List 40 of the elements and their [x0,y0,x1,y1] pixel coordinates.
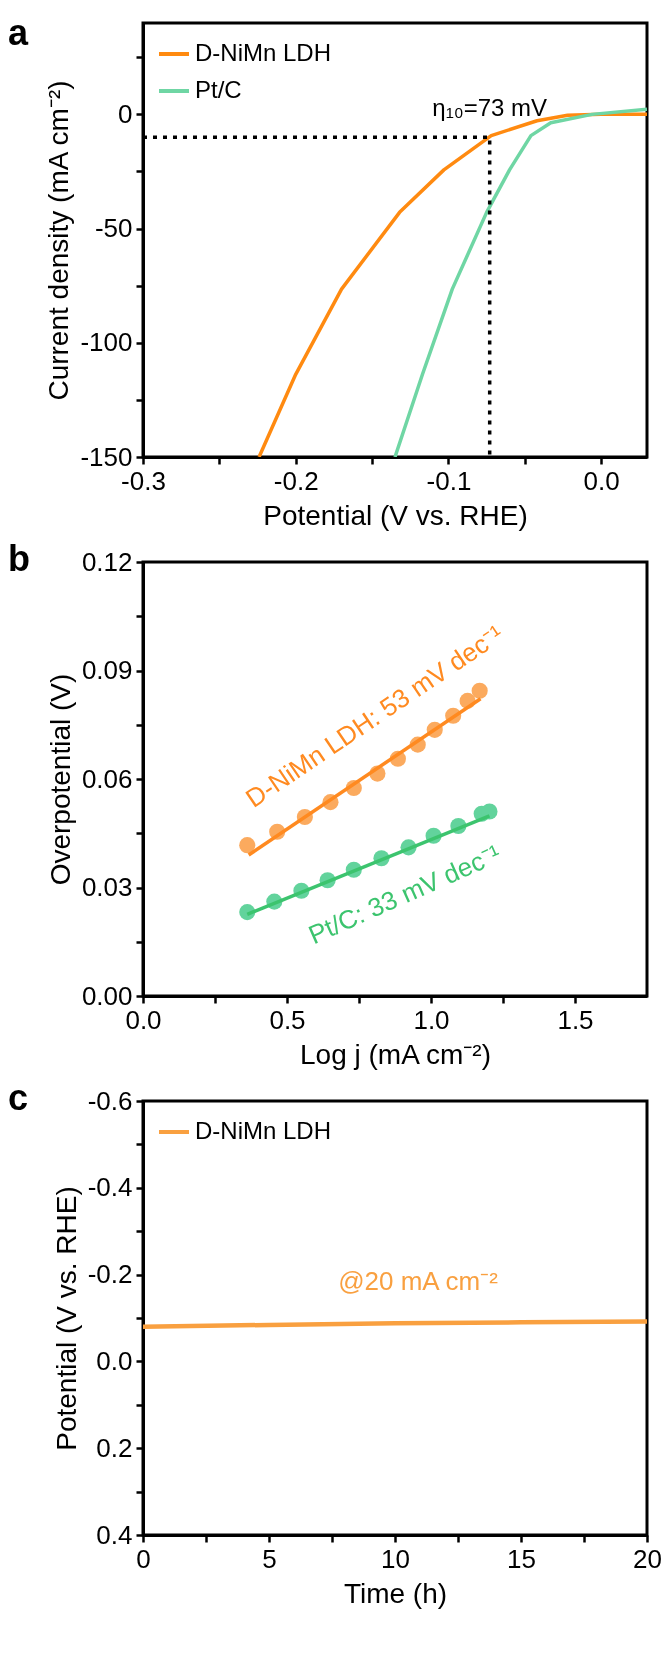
y-tick-label: 0.2 [96,1432,133,1463]
y-tick-label: -0.2 [87,1259,133,1290]
y-tick-label: -100 [80,327,133,358]
x-tick-label: 15 [507,1543,536,1574]
legend-label: D-NiMn LDH [195,1117,332,1144]
y-tick-label: 0.06 [81,763,133,794]
y-axis-title: Overpotential (V) [44,673,76,886]
y-tick-label: -0.4 [87,1172,133,1203]
y-axis-title: Current density (mA cm⁻²) [43,80,75,401]
x-tick-label: -0.2 [273,465,319,496]
x-tick-label: 5 [262,1543,277,1574]
y-tick-label: -50 [94,213,133,244]
y-tick-label: 0.03 [81,872,133,902]
x-axis-title: Log j (mA cm⁻²) [299,1038,492,1070]
y-tick-label: -0.6 [87,1085,133,1116]
y-axis-title: Potential (V vs. RHE) [50,1186,82,1451]
x-tick-label: 0.0 [583,465,620,496]
y-tick-label: 0.12 [81,546,133,577]
chart-title: c [8,1077,29,1118]
chart-title: a [8,12,29,53]
legend-label: Pt/C [195,76,242,103]
x-axis-title: Potential (V vs. RHE) [263,499,528,531]
x-tick-label: 1.5 [557,1004,594,1035]
x-tick-label: 20 [633,1543,662,1574]
y-tick-label: 0.0 [96,1345,133,1376]
chart-title: b [8,538,30,579]
y-tick-label: 0.09 [81,655,133,685]
annotation: Pt/C: 33 mV dec⁻¹ [303,838,506,950]
x-tick-label: 1.0 [413,1004,450,1035]
y-tick-label: 0.4 [96,1519,133,1550]
x-tick-label: 0.5 [269,1004,306,1035]
x-tick-label: 10 [381,1543,410,1574]
point [471,682,488,699]
y-tick-label: 0 [118,98,133,129]
point [239,837,256,854]
x-tick-label: -0.1 [426,465,472,496]
x-axis-title: Time (h) [343,1577,448,1609]
annotation: η₁₀=73 mV [432,94,548,122]
legend-label: D-NiMn LDH [195,39,332,66]
annotation: @20 mA cm⁻² [338,1266,499,1296]
